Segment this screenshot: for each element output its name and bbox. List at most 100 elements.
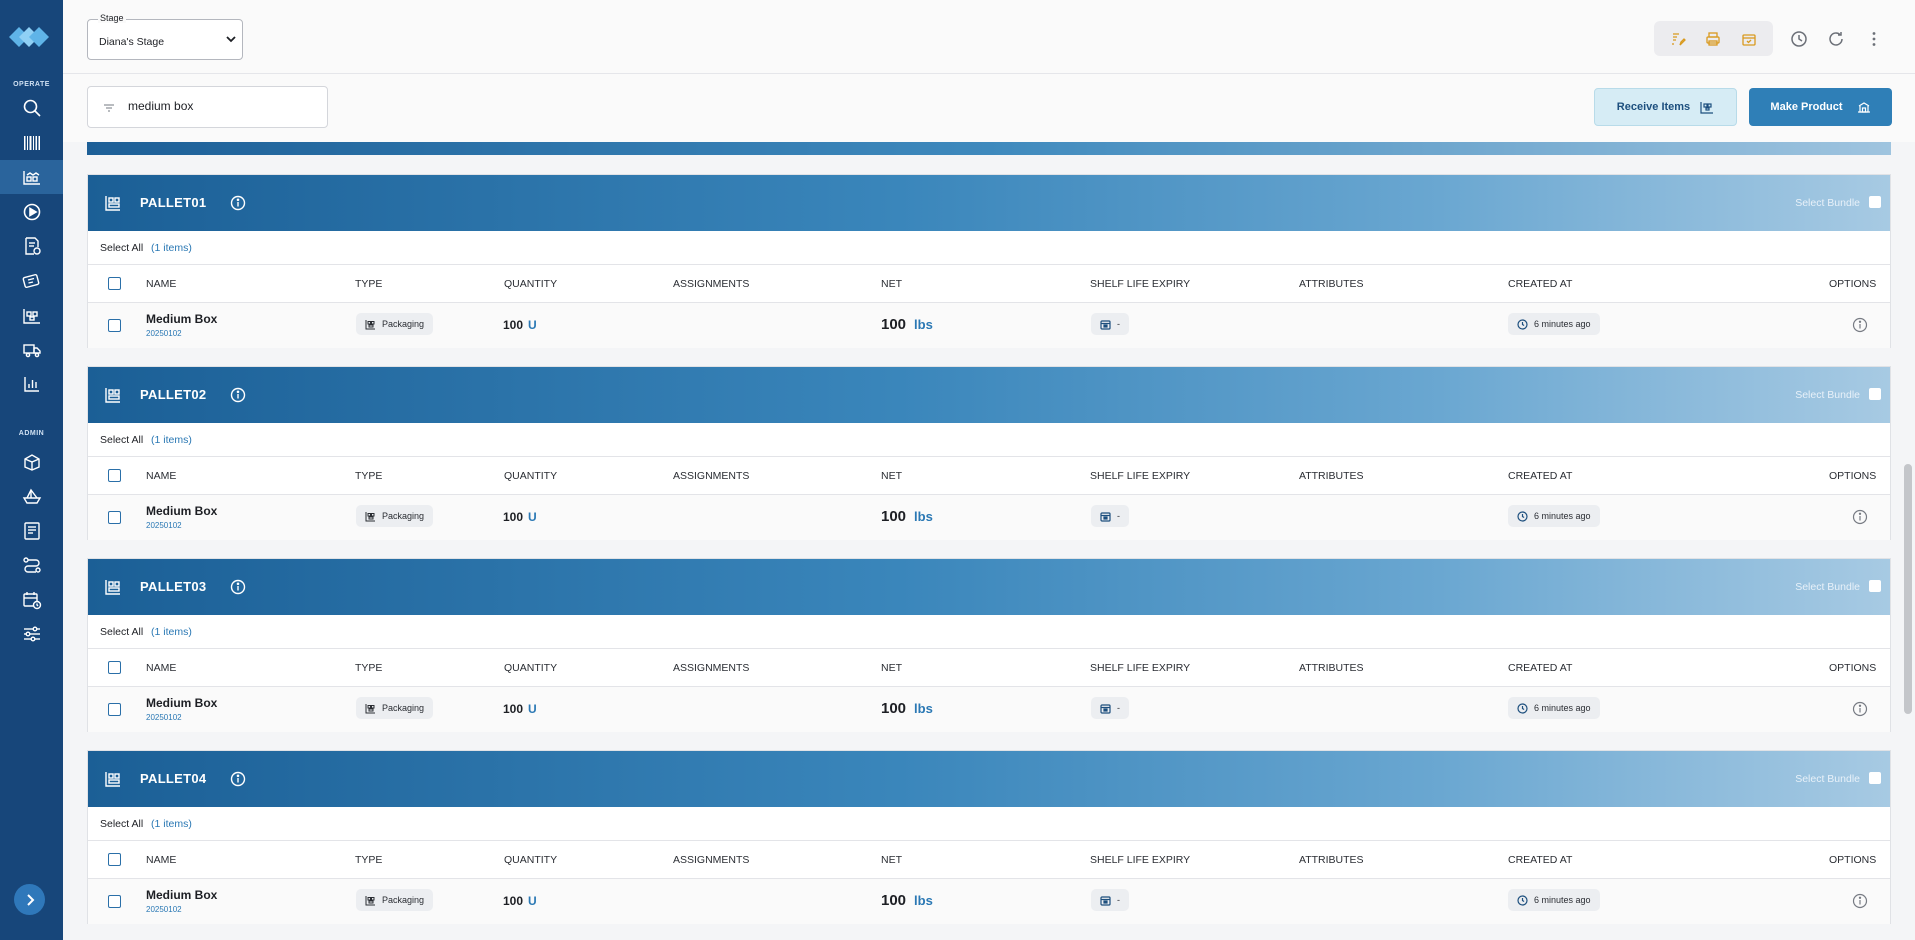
assign-icon[interactable] <box>1670 31 1686 47</box>
quantity-value: 100 U <box>503 510 537 524</box>
tag-icon <box>22 273 39 289</box>
info-icon[interactable] <box>1852 317 1868 333</box>
clock-icon <box>1517 894 1528 906</box>
sidebar-item-search[interactable] <box>0 91 63 125</box>
sidebar-item-shipping[interactable] <box>0 333 63 367</box>
col-assignments: ASSIGNMENTS <box>673 662 750 674</box>
box-check-icon[interactable] <box>1741 31 1757 47</box>
sidebar-expand-button[interactable] <box>14 884 45 915</box>
table-row[interactable]: Medium Box 20250102 Packaging 100 U 100 lb… <box>88 303 1890 348</box>
info-icon[interactable] <box>230 579 246 595</box>
select-all-checkbox[interactable] <box>108 469 121 482</box>
info-icon[interactable] <box>230 387 246 403</box>
sidebar-item-production[interactable] <box>0 195 63 229</box>
col-attributes: ATTRIBUTES <box>1299 662 1364 674</box>
col-assignments: ASSIGNMENTS <box>673 470 750 482</box>
sidebar-item-labels[interactable] <box>0 264 63 298</box>
item-name[interactable]: Medium Box <box>146 312 218 326</box>
item-name[interactable]: Medium Box <box>146 696 218 710</box>
sidebar-item-reports[interactable] <box>0 229 63 263</box>
pallet-icon <box>105 196 120 211</box>
make-product-button[interactable]: Make Product <box>1749 88 1892 126</box>
more-icon[interactable] <box>1865 30 1883 48</box>
col-type: TYPE <box>355 662 383 674</box>
item-sku[interactable]: 20250102 <box>146 329 182 338</box>
sidebar-section-operate: OPERATE <box>13 81 50 88</box>
sidebar-item-analytics[interactable] <box>0 367 63 401</box>
net-value: 100 lbs <box>881 892 933 909</box>
item-sku[interactable]: 20250102 <box>146 713 182 722</box>
table-header: NAME TYPE QUANTITY ASSIGNMENTS NET SHELF… <box>88 841 1890 879</box>
sidebar-item-pallets[interactable] <box>0 299 63 333</box>
truck-icon <box>22 344 41 358</box>
created-chip: 6 minutes ago <box>1508 889 1600 911</box>
receive-items-button[interactable]: Receive Items <box>1594 88 1737 126</box>
col-shelf-life-expiry: SHELF LIFE EXPIRY <box>1090 854 1191 866</box>
select-all-link[interactable]: Select All <box>100 242 144 254</box>
print-icon[interactable] <box>1705 31 1721 47</box>
pallet-name: PALLET02 <box>140 387 207 402</box>
item-sku[interactable]: 20250102 <box>146 905 182 914</box>
info-icon[interactable] <box>230 771 246 787</box>
sidebar-item-inventory[interactable] <box>0 160 63 194</box>
refresh-icon[interactable] <box>1827 30 1845 48</box>
chart-icon <box>23 377 39 392</box>
info-icon[interactable] <box>1852 893 1868 909</box>
expiry-chip: - <box>1091 889 1129 911</box>
select-bundle-checkbox[interactable] <box>1869 388 1881 400</box>
info-icon[interactable] <box>1852 701 1868 717</box>
pallet-header: PALLET02 Select Bundle <box>88 367 1890 423</box>
select-all-row: Select All (1 items) <box>88 423 1890 457</box>
clock-icon <box>1517 318 1528 330</box>
search-input[interactable] <box>128 99 318 113</box>
select-bundle-checkbox[interactable] <box>1869 196 1881 208</box>
type-chip: Packaging <box>356 505 434 527</box>
item-name[interactable]: Medium Box <box>146 888 218 902</box>
quantity-value: 100 U <box>503 702 537 716</box>
select-bundle-checkbox[interactable] <box>1869 580 1881 592</box>
info-icon[interactable] <box>1852 509 1868 525</box>
row-checkbox[interactable] <box>108 511 121 524</box>
table-header: NAME TYPE QUANTITY ASSIGNMENTS NET SHELF… <box>88 265 1890 303</box>
quantity-value: 100 U <box>503 894 537 908</box>
sidebar-item-documents[interactable] <box>0 514 63 548</box>
sidebar-item-vendors[interactable] <box>0 479 63 513</box>
history-icon[interactable] <box>1790 30 1808 48</box>
select-all-link[interactable]: Select All <box>100 818 144 830</box>
receive-icon <box>1700 102 1714 114</box>
report-icon <box>24 237 41 255</box>
stage-select[interactable]: Stage Diana's Stage <box>87 13 243 60</box>
select-bundle-checkbox[interactable] <box>1869 772 1881 784</box>
select-all-checkbox[interactable] <box>108 277 121 290</box>
table-row[interactable]: Medium Box 20250102 Packaging 100 U 100 lb… <box>88 495 1890 540</box>
sidebar-item-settings[interactable] <box>0 617 63 651</box>
col-quantity: QUANTITY <box>504 662 558 674</box>
row-checkbox[interactable] <box>108 703 121 716</box>
col-shelf-life-expiry: SHELF LIFE EXPIRY <box>1090 470 1191 482</box>
col-attributes: ATTRIBUTES <box>1299 470 1364 482</box>
box-icon <box>365 511 375 521</box>
filter-icon <box>104 104 114 112</box>
select-all-link[interactable]: Select All <box>100 626 144 638</box>
select-all-link[interactable]: Select All <box>100 434 144 446</box>
row-checkbox[interactable] <box>108 895 121 908</box>
search-icon <box>23 99 41 117</box>
search-field[interactable] <box>87 86 328 128</box>
scrollbar-thumb[interactable] <box>1904 464 1912 714</box>
logo-icon[interactable] <box>9 22 49 52</box>
table-row[interactable]: Medium Box 20250102 Packaging 100 U 100 lb… <box>88 879 1890 924</box>
row-checkbox[interactable] <box>108 319 121 332</box>
table-row[interactable]: Medium Box 20250102 Packaging 100 U 100 lb… <box>88 687 1890 732</box>
item-sku[interactable]: 20250102 <box>146 521 182 530</box>
select-all-checkbox[interactable] <box>108 853 121 866</box>
type-label: Packaging <box>382 895 425 905</box>
col-created-at: CREATED AT <box>1508 278 1573 290</box>
col-net: NET <box>881 854 902 866</box>
sidebar-item-routes[interactable] <box>0 548 63 582</box>
select-all-checkbox[interactable] <box>108 661 121 674</box>
item-name[interactable]: Medium Box <box>146 504 218 518</box>
sidebar-item-products[interactable] <box>0 445 63 479</box>
sidebar-item-barcode[interactable] <box>0 126 63 160</box>
info-icon[interactable] <box>230 195 246 211</box>
sidebar-item-schedule[interactable] <box>0 583 63 617</box>
